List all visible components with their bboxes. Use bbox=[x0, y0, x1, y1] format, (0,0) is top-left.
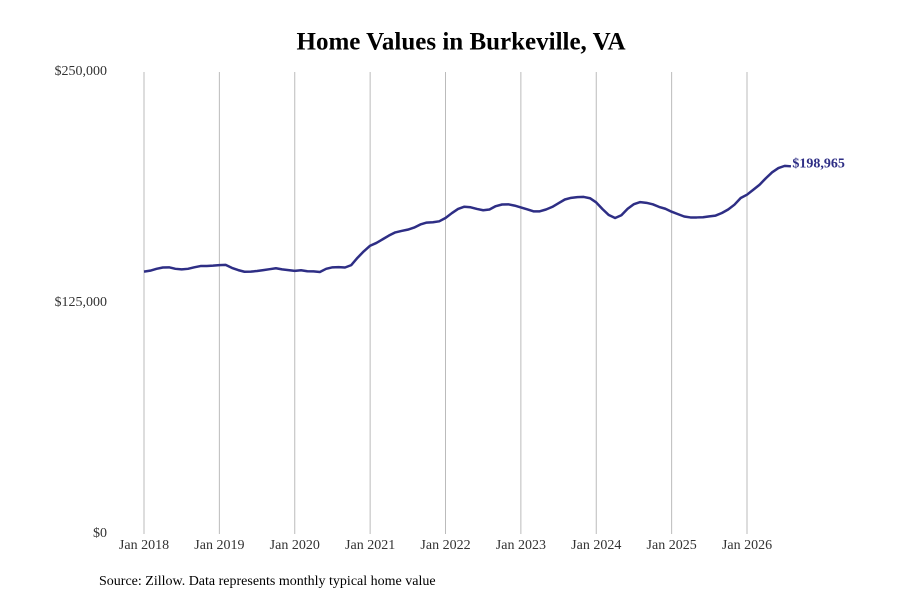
x-tick-label: Jan 2019 bbox=[194, 538, 244, 553]
y-tick-label: $125,000 bbox=[55, 295, 108, 310]
x-tick-label: Jan 2022 bbox=[420, 538, 470, 553]
source-note: Source: Zillow. Data represents monthly … bbox=[99, 574, 436, 589]
x-tick-label: Jan 2021 bbox=[345, 538, 395, 553]
x-tick-label: Jan 2023 bbox=[496, 538, 546, 553]
y-tick-label: $250,000 bbox=[55, 64, 108, 79]
data-label: $198,965 bbox=[792, 156, 845, 171]
x-tick-label: Jan 2020 bbox=[270, 538, 320, 553]
x-tick-label: Jan 2025 bbox=[647, 538, 697, 553]
x-tick-label: Jan 2026 bbox=[722, 538, 772, 553]
x-tick-label: Jan 2018 bbox=[119, 538, 169, 553]
line bbox=[143, 164, 792, 274]
chart-title: Home Values in Burkeville, VA bbox=[297, 29, 626, 56]
x-tick-label: Jan 2024 bbox=[571, 538, 621, 553]
y-tick-label: $0 bbox=[93, 526, 107, 541]
